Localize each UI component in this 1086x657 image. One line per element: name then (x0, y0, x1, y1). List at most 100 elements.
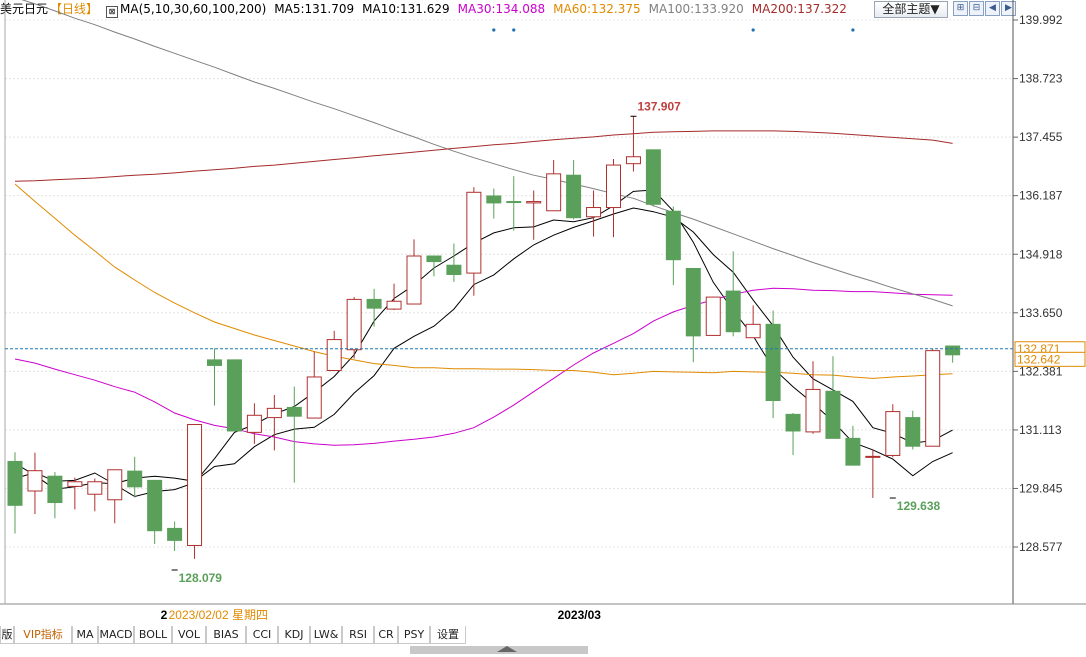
tab-vol[interactable]: VOL (172, 626, 206, 644)
ma30-value: MA30:134.088 (457, 2, 546, 16)
candle-body (725, 290, 741, 333)
tab-cci[interactable]: CCI (246, 626, 278, 644)
candle-body (526, 201, 542, 204)
candle-body (366, 298, 382, 309)
tab-vip[interactable]: VIP指标 (14, 626, 72, 644)
chart-header: 美元日元 【日线】 ⊠ MA(5,10,30,60,100,200) MA5:131.7… (0, 0, 855, 18)
zoom-in-icon[interactable]: ⊞ (953, 1, 968, 16)
candle-body (286, 406, 302, 417)
price-tag-box (1014, 351, 1086, 367)
candle-body (745, 323, 761, 339)
event-dot (492, 28, 496, 32)
candlestick-chart[interactable]: 139.992 138.723 137.455 136.187 134.918 133.6… (0, 0, 1086, 625)
candle-body (685, 267, 701, 337)
plot-area (5, 18, 1013, 604)
ma200-value: MA200:137.322 (751, 2, 847, 16)
zoom-out-icon[interactable]: ⊟ (969, 1, 984, 16)
candle-body (7, 460, 23, 506)
ma60-value: MA60:132.375 (553, 2, 641, 16)
tab-version[interactable]: 版 (0, 626, 14, 644)
ma-params-label[interactable]: MA(5,10,30,60,100,200) (120, 2, 267, 16)
y-tick-label: 131.113 (1019, 423, 1062, 437)
tab-macd[interactable]: MACD (98, 626, 134, 644)
candle-body (466, 191, 482, 274)
extreme-label: 128.079 (179, 571, 223, 585)
y-tick-label: 133.650 (1019, 306, 1063, 320)
candle-body (27, 470, 43, 492)
candle-body (266, 407, 282, 419)
tab-rsi[interactable]: RSI (342, 626, 374, 644)
ma-line-ma60 (14, 183, 953, 379)
candle-body (167, 527, 183, 541)
extreme-label: 129.638 (897, 499, 941, 513)
candle-body (47, 475, 63, 504)
tab-settings[interactable]: 设置 (430, 626, 466, 644)
candle-body (865, 455, 881, 458)
y-tick-label: 128.577 (1019, 540, 1063, 554)
candle-body (406, 255, 422, 305)
candle-body (885, 411, 901, 456)
candle-body (566, 174, 582, 219)
candle-body (226, 359, 242, 432)
candle-body (606, 164, 621, 209)
candle-body (905, 417, 921, 447)
candle-body (306, 376, 322, 419)
candle-body (506, 201, 522, 204)
tab-psy[interactable]: PSY (398, 626, 430, 644)
candle-body (207, 359, 222, 366)
candle-body (147, 479, 163, 532)
event-dot (512, 28, 516, 32)
period-label[interactable]: 【日线】 (50, 2, 99, 16)
candle-body (426, 255, 442, 263)
symbol-label: 美元日元 (0, 2, 49, 16)
ma-line-ma30 (14, 287, 953, 446)
y-tick-label: 139.992 (1019, 13, 1063, 27)
ma-line-ma100 (21, 0, 953, 307)
y-tick-label: 132.381 (1019, 364, 1063, 378)
tab-kdj[interactable]: KDJ (278, 626, 310, 644)
scroll-grip-icon[interactable] (497, 646, 517, 652)
candle-body (107, 469, 123, 501)
tab-ma[interactable]: MA (72, 626, 98, 644)
scroll-right-icon[interactable]: ▶ (1001, 1, 1016, 16)
candle-body (187, 424, 203, 546)
candle-body (665, 210, 681, 261)
y-tick-label: 138.723 (1019, 72, 1063, 86)
scrollbar[interactable] (410, 646, 588, 654)
candle-body (486, 195, 502, 204)
ma5-value: MA5:131.709 (274, 2, 355, 16)
tab-lw[interactable]: LW& (310, 626, 342, 644)
x-label-month: 2023/03 (558, 608, 602, 622)
x-label-prefix: 2 (161, 608, 168, 622)
candle-body (705, 296, 721, 336)
candle-body (386, 300, 402, 310)
tab-bias[interactable]: BIAS (206, 626, 246, 644)
tab-boll[interactable]: BOLL (134, 626, 172, 644)
ma-line-ma10 (14, 207, 953, 490)
candle-body (246, 414, 262, 433)
x-label-date: 2023/02/02 星期四 (169, 608, 268, 622)
candle-body (765, 323, 781, 402)
price-tag-label: 132.642 (1017, 352, 1061, 366)
candle-body (845, 437, 861, 466)
extreme-label: 137.907 (637, 99, 681, 113)
candle-body (446, 264, 462, 275)
ma-line-ma5 (14, 189, 953, 498)
scroll-left-icon[interactable]: ◀ (985, 1, 1000, 16)
tab-cr[interactable]: CR (374, 626, 398, 644)
candle-body (326, 339, 342, 372)
candle-body (87, 481, 103, 495)
candle-body (625, 156, 641, 165)
ma-line-ma200 (14, 130, 953, 182)
candle-body (546, 173, 562, 212)
ma-icon[interactable]: ⊠ (106, 6, 119, 18)
theme-select-button[interactable]: 全部主题▼ (874, 1, 948, 18)
y-tick-label: 134.918 (1019, 247, 1063, 261)
y-tick-label: 137.455 (1019, 130, 1063, 144)
ma100-value: MA100:133.920 (648, 2, 744, 16)
candle-body (925, 350, 941, 447)
event-dot (751, 28, 755, 32)
candle-body (805, 388, 821, 433)
candle-body (67, 481, 83, 487)
